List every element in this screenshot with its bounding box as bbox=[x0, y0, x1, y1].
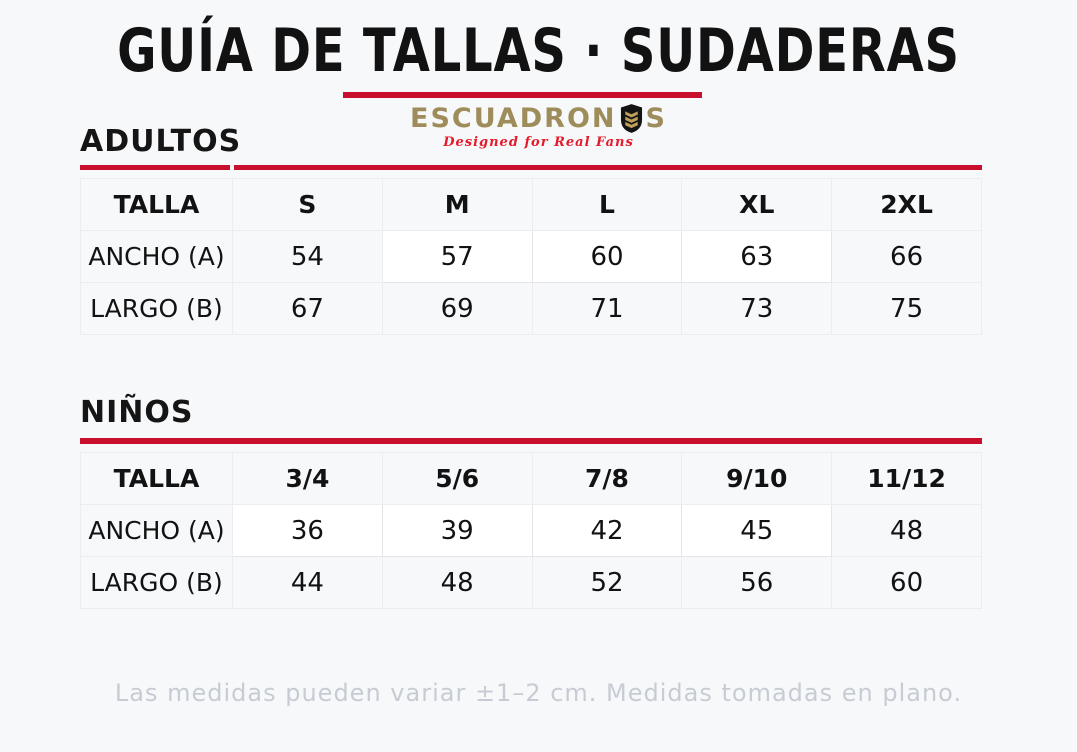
table-row-ancho: ANCHO (A) 54 57 60 63 66 bbox=[80, 230, 982, 283]
brand-logo: ESCUADRON S Designed for Real Fans bbox=[0, 103, 1077, 150]
table-header-row: TALLA S M L XL 2XL bbox=[80, 178, 982, 231]
shield-icon bbox=[620, 104, 642, 133]
col-header-size: 11/12 bbox=[831, 452, 982, 505]
measurement-note: Las medidas pueden variar ±1–2 cm. Medid… bbox=[114, 679, 963, 707]
size-value: 69 bbox=[381, 282, 533, 335]
table-row-largo: LARGO (B) 44 48 52 56 60 bbox=[80, 556, 982, 609]
section-heading-adultos: ADULTOS bbox=[80, 124, 242, 159]
col-header-size: S bbox=[232, 178, 383, 231]
size-value: 60 bbox=[831, 556, 982, 609]
size-value: 45 bbox=[681, 504, 833, 557]
size-value: 44 bbox=[232, 556, 383, 609]
size-value: 57 bbox=[381, 230, 533, 283]
size-value: 75 bbox=[831, 282, 982, 335]
section-heading-ninos: NIÑOS bbox=[80, 395, 194, 430]
col-header-size: 9/10 bbox=[681, 452, 833, 505]
size-value: 42 bbox=[531, 504, 683, 557]
size-value: 60 bbox=[531, 230, 683, 283]
size-value: 39 bbox=[381, 504, 533, 557]
size-value: 48 bbox=[381, 556, 533, 609]
col-header-size: 3/4 bbox=[232, 452, 383, 505]
size-value: 71 bbox=[531, 282, 683, 335]
size-value: 66 bbox=[831, 230, 982, 283]
section-divider-adultos bbox=[80, 165, 982, 170]
brand-logo-text-right: S bbox=[645, 103, 667, 134]
col-header-size: 2XL bbox=[831, 178, 982, 231]
size-value: 73 bbox=[681, 282, 833, 335]
size-value: 56 bbox=[681, 556, 833, 609]
table-header-row: TALLA 3/4 5/6 7/8 9/10 11/12 bbox=[80, 452, 982, 505]
size-table-adults: TALLA S M L XL 2XL ANCHO (A) 54 57 60 63… bbox=[80, 178, 982, 335]
row-label: ANCHO (A) bbox=[80, 230, 233, 283]
col-header-size: XL bbox=[681, 178, 833, 231]
size-table-kids: TALLA 3/4 5/6 7/8 9/10 11/12 ANCHO (A) 3… bbox=[80, 452, 982, 609]
brand-logo-text-left: ESCUADRON bbox=[410, 103, 617, 134]
table-row-ancho: ANCHO (A) 36 39 42 45 48 bbox=[80, 504, 982, 557]
title-divider bbox=[343, 92, 702, 98]
col-header-size: 7/8 bbox=[531, 452, 683, 505]
section-adultos: ADULTOS TALLA S M L XL 2XL ANCHO (A) bbox=[80, 124, 982, 335]
table-row-largo: LARGO (B) 67 69 71 73 75 bbox=[80, 282, 982, 335]
col-header-talla: TALLA bbox=[80, 452, 233, 505]
size-value: 52 bbox=[531, 556, 683, 609]
size-value: 48 bbox=[831, 504, 982, 557]
row-label: LARGO (B) bbox=[80, 282, 233, 335]
size-value: 54 bbox=[232, 230, 383, 283]
col-header-talla: TALLA bbox=[80, 178, 233, 231]
brand-tagline: Designed for Real Fans bbox=[443, 135, 634, 150]
row-label: LARGO (B) bbox=[80, 556, 233, 609]
size-value: 63 bbox=[681, 230, 833, 283]
divider-segment-long bbox=[234, 165, 982, 170]
divider-segment-short bbox=[80, 165, 230, 170]
size-value: 36 bbox=[232, 504, 383, 557]
brand-logo-wordmark: ESCUADRON S bbox=[0, 103, 1077, 134]
section-ninos: NIÑOS TALLA 3/4 5/6 7/8 9/10 11/12 ANCHO… bbox=[80, 395, 982, 609]
section-divider-ninos bbox=[80, 438, 982, 444]
page-title: GUÍA DE TALLAS · SUDADERAS bbox=[117, 16, 960, 86]
col-header-size: 5/6 bbox=[381, 452, 533, 505]
size-value: 67 bbox=[232, 282, 383, 335]
row-label: ANCHO (A) bbox=[80, 504, 233, 557]
col-header-size: M bbox=[381, 178, 533, 231]
col-header-size: L bbox=[531, 178, 683, 231]
